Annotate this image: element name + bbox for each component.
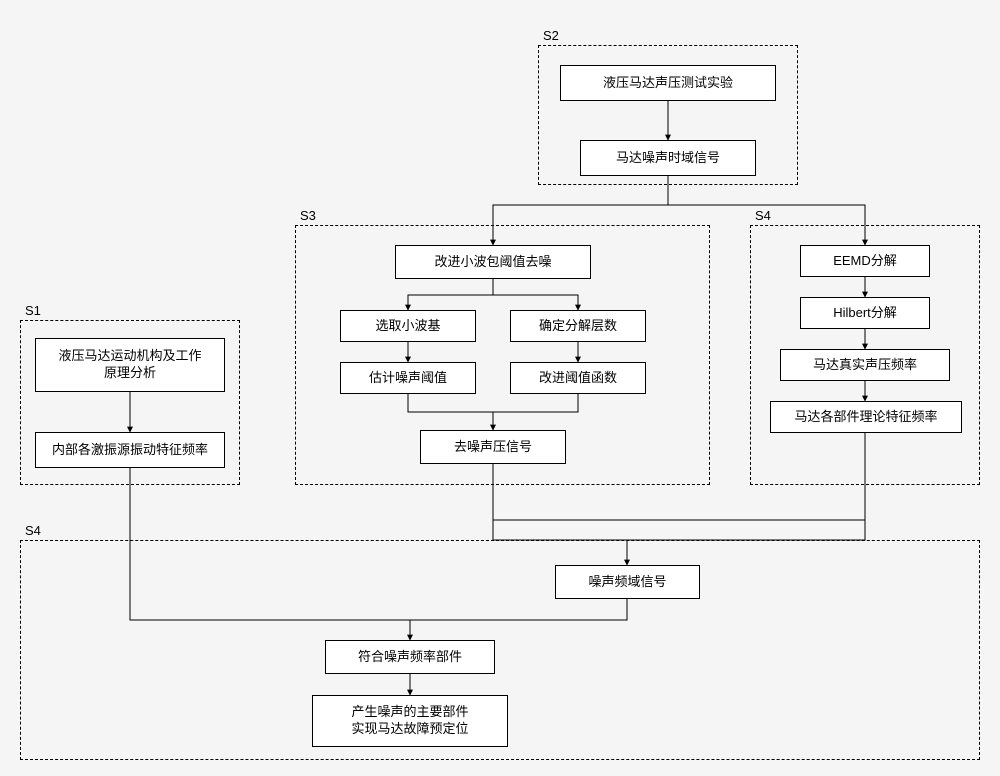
node-s4-d: 马达各部件理论特征频率 — [770, 401, 962, 433]
group-s4b-label: S4 — [25, 523, 41, 538]
node-s3-c2: 改进阈值函数 — [510, 362, 646, 394]
node-s4b-a: 噪声频域信号 — [555, 565, 700, 599]
node-s4-c: 马达真实声压频率 — [780, 349, 950, 381]
group-s2-label: S2 — [543, 28, 559, 43]
node-s1-a: 液压马达运动机构及工作原理分析 — [35, 338, 225, 392]
node-s4-b: Hilbert分解 — [800, 297, 930, 329]
node-s3-c1: 估计噪声阈值 — [340, 362, 476, 394]
node-s4-a: EEMD分解 — [800, 245, 930, 277]
node-s3-b2: 确定分解层数 — [510, 310, 646, 342]
node-s3-b1: 选取小波基 — [340, 310, 476, 342]
node-s2-a: 液压马达声压测试实验 — [560, 65, 776, 101]
group-s3-label: S3 — [300, 208, 316, 223]
node-s4b-c: 产生噪声的主要部件实现马达故障预定位 — [312, 695, 508, 747]
node-s3-a: 改进小波包阈值去噪 — [395, 245, 591, 279]
flowchart-canvas: S1 S2 S3 S4 S4 液压马达声压测试实验 马达噪声时域信号 改进小波包… — [0, 0, 1000, 776]
node-s1-b: 内部各激振源振动特征频率 — [35, 432, 225, 468]
node-s3-d: 去噪声压信号 — [420, 430, 566, 464]
node-s4b-b: 符合噪声频率部件 — [325, 640, 495, 674]
group-s1-label: S1 — [25, 303, 41, 318]
group-s4a-label: S4 — [755, 208, 771, 223]
node-s2-b: 马达噪声时域信号 — [580, 140, 756, 176]
